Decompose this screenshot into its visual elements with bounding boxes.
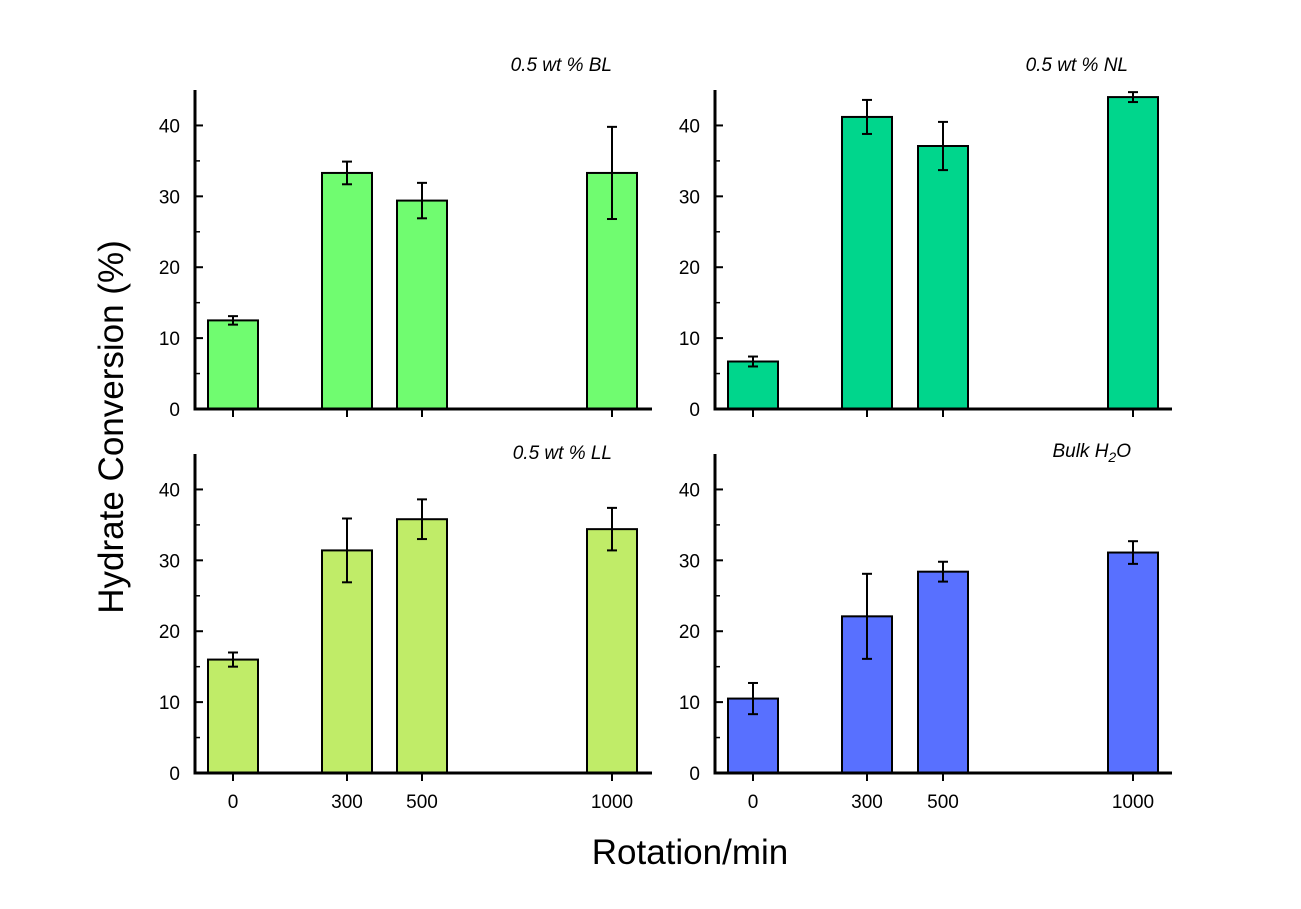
y-tick-label-10: 10 bbox=[159, 693, 180, 714]
y-tick-label-40: 40 bbox=[159, 480, 180, 501]
chart-panel-2: 0 10 20 30 40 0.5 wt % NL bbox=[679, 55, 1172, 421]
y-tick-label-40: 40 bbox=[159, 116, 180, 137]
bar-500 bbox=[917, 145, 969, 410]
y-tick-label-30: 30 bbox=[679, 187, 700, 208]
bar-1000 bbox=[1107, 551, 1159, 775]
bar-1000 bbox=[586, 528, 638, 774]
bar-0 bbox=[207, 658, 259, 774]
y-tick-label-0: 0 bbox=[689, 400, 700, 421]
x-tick-label-300: 300 bbox=[331, 792, 363, 813]
x-tick-label-500: 500 bbox=[927, 792, 959, 813]
chart-panel-3: 0 10 20 30 40 0 300 500 1000 0.5 wt % LL bbox=[159, 443, 652, 813]
y-tick-label-30: 30 bbox=[159, 187, 180, 208]
y-tick-label-10: 10 bbox=[159, 329, 180, 350]
y-tick-label-0: 0 bbox=[689, 764, 700, 785]
x-axis-title: Rotation/min bbox=[592, 833, 788, 872]
panel-title-suffix: O bbox=[1116, 441, 1131, 462]
bar-500 bbox=[917, 570, 969, 774]
x-tick-label-0: 0 bbox=[748, 792, 759, 813]
x-tick-label-300: 300 bbox=[851, 792, 883, 813]
y-tick-label-30: 30 bbox=[159, 551, 180, 572]
bar-300 bbox=[841, 115, 893, 410]
y-tick-label-10: 10 bbox=[679, 693, 700, 714]
panel-title-1: 0.5 wt % BL bbox=[511, 55, 612, 76]
y-tick-label-0: 0 bbox=[169, 400, 180, 421]
panel-title-3: 0.5 wt % LL bbox=[513, 443, 612, 464]
y-tick-label-10: 10 bbox=[679, 329, 700, 350]
bar-0 bbox=[727, 360, 779, 411]
panel-title-4: Bulk H2O bbox=[1052, 441, 1131, 465]
panel-title-2: 0.5 wt % NL bbox=[1026, 55, 1128, 76]
bar-0 bbox=[207, 319, 259, 410]
bar-300 bbox=[841, 615, 893, 775]
chart-panel-1: 0 10 20 30 40 0.5 wt % BL bbox=[159, 55, 652, 421]
y-tick-label-0: 0 bbox=[169, 764, 180, 785]
bar-300 bbox=[321, 549, 373, 774]
y-tick-label-40: 40 bbox=[679, 116, 700, 137]
y-tick-label-20: 20 bbox=[159, 622, 180, 643]
y-tick-label-20: 20 bbox=[679, 258, 700, 279]
panel-title-subscript: 2 bbox=[1107, 449, 1116, 465]
chart-panel-4: 0 10 20 30 40 0 300 500 1000 Bulk H2O bbox=[679, 441, 1172, 813]
y-tick-label-30: 30 bbox=[679, 551, 700, 572]
bar-500 bbox=[396, 199, 448, 410]
bar-300 bbox=[321, 171, 373, 410]
x-tick-label-0: 0 bbox=[228, 792, 239, 813]
x-tick-label-1000: 1000 bbox=[1112, 792, 1154, 813]
bar-1000 bbox=[1107, 96, 1159, 410]
y-tick-label-20: 20 bbox=[679, 622, 700, 643]
y-tick-label-40: 40 bbox=[679, 480, 700, 501]
x-tick-label-1000: 1000 bbox=[591, 792, 633, 813]
y-axis-title: Hydrate Conversion (%) bbox=[92, 240, 131, 613]
x-tick-label-500: 500 bbox=[406, 792, 438, 813]
y-tick-label-20: 20 bbox=[159, 258, 180, 279]
bar-500 bbox=[396, 518, 448, 774]
